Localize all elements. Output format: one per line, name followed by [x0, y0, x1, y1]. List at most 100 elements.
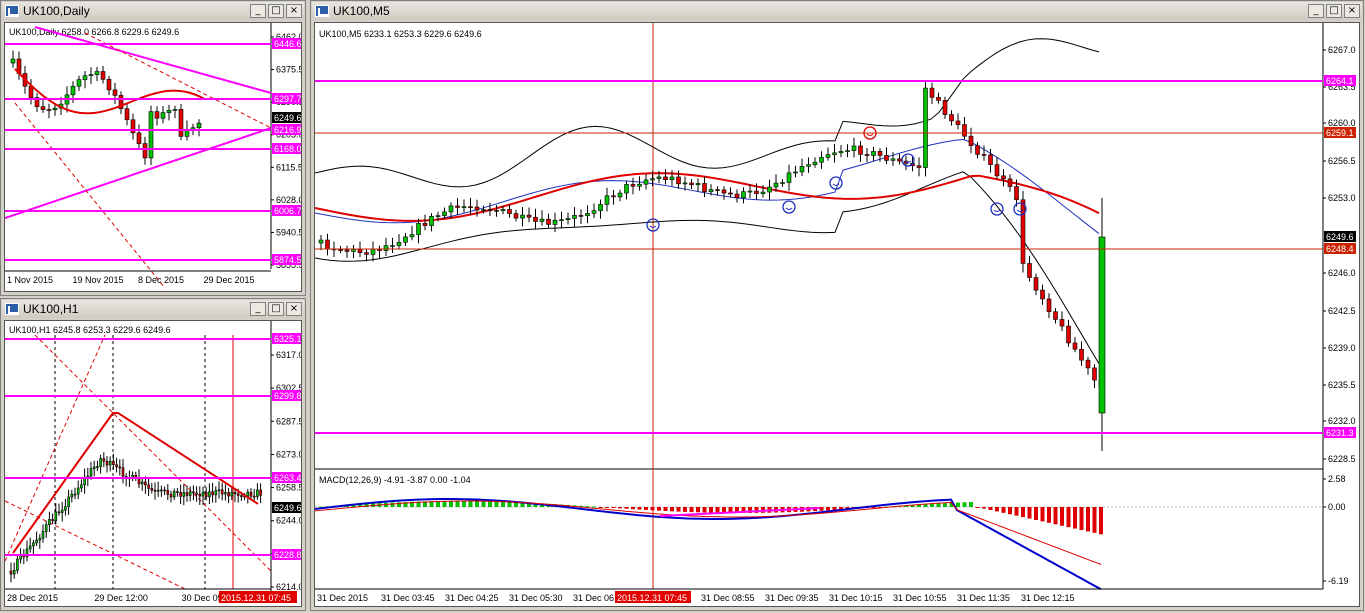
m5-candle: [409, 234, 415, 238]
restore-button[interactable]: □: [1326, 4, 1342, 18]
macd-histogram-bar: [982, 507, 986, 509]
m5-candle: [962, 124, 967, 137]
m5-candle: [955, 120, 961, 125]
daily-candle: [88, 74, 94, 77]
restore-button[interactable]: □: [268, 302, 284, 316]
daily-level-label: 6006.7: [274, 206, 302, 216]
restore-button[interactable]: □: [268, 4, 284, 18]
macd-main-line: [315, 498, 1102, 591]
m5-candle: [1053, 311, 1058, 320]
chart-window-icon: [5, 303, 19, 315]
smiley-marker-icon: [866, 133, 874, 136]
m5-chart-canvas[interactable]: UK100,M5 6233.1 6253.3 6229.6 6249.6 6267…: [315, 23, 1360, 607]
h1-titlebar[interactable]: UK100,H1 _ □ ×: [2, 300, 304, 318]
macd-histogram-bar: [754, 507, 759, 513]
daily-chart-area[interactable]: UK100,Daily 6258.0 6266.8 6229.6 6249.6 6…: [4, 22, 302, 292]
h1-price-label: 6302.5: [276, 383, 302, 393]
h1-candle: [211, 491, 214, 496]
macd-histogram-bar: [501, 501, 505, 507]
h1-candle: [236, 493, 240, 496]
m5-candle: [643, 179, 649, 185]
h1-price-label: 6244.0: [276, 516, 302, 526]
h1-price-label: 6214.0: [276, 582, 302, 592]
smiley-marker-icon: [993, 209, 1001, 212]
daily-level-label: 6216.9: [274, 125, 302, 135]
smiley-marker-icon: [1016, 209, 1024, 212]
h1-level-label: 6263.4: [274, 473, 302, 483]
h1-chart-area[interactable]: UK100,H1 6245.8 6253.3 6229.6 6249.6 6317…: [4, 320, 302, 607]
macd-histogram-bar: [1066, 507, 1071, 528]
m5-candle: [708, 189, 714, 193]
macd-histogram-bar: [826, 507, 830, 511]
daily-candle: [76, 79, 82, 87]
h1-candle: [188, 491, 192, 496]
macd-histogram-bar: [748, 507, 752, 513]
minimize-button[interactable]: _: [250, 4, 266, 18]
macd-histogram-bar: [1053, 507, 1058, 525]
minimize-button[interactable]: _: [1308, 4, 1324, 18]
macd-histogram-bar: [676, 507, 681, 512]
macd-histogram-bar: [397, 502, 401, 507]
minimize-button[interactable]: _: [250, 302, 266, 316]
close-button[interactable]: ×: [1344, 4, 1360, 18]
daily-price-label: 5940.5: [276, 227, 302, 237]
smiley-marker-icon: [901, 153, 915, 167]
daily-chart-window[interactable]: UK100,Daily _ □ × UK100,Daily 6258.0 626…: [0, 0, 306, 296]
m5-candle: [793, 171, 798, 174]
m5-candle: [611, 195, 616, 198]
h1-candle: [28, 545, 32, 550]
daily-candle: [40, 106, 46, 110]
m5-candle: [884, 155, 889, 161]
h1-time-highlight: 2015.12.31 07:45: [221, 593, 291, 603]
macd-histogram-bar: [1040, 507, 1045, 522]
h1-candle: [153, 489, 157, 492]
m5-candle: [487, 209, 493, 211]
m5-candle: [344, 249, 350, 252]
m5-candle: [812, 161, 818, 165]
h1-channel-line: [34, 334, 272, 572]
m5-chart-area[interactable]: UK100,M5 6233.1 6253.3 6229.6 6249.6 6267…: [314, 22, 1360, 607]
m5-chart-window[interactable]: UK100,M5 _ □ × UK100,M5 6233.1 6253.3 62…: [310, 0, 1364, 611]
h1-candle: [182, 492, 186, 497]
macd-histogram-bar: [689, 507, 694, 513]
h1-candle: [176, 491, 179, 493]
daily-chart-canvas[interactable]: UK100,Daily 6258.0 6266.8 6229.6 6249.6 6…: [5, 23, 302, 292]
close-button[interactable]: ×: [286, 4, 302, 18]
h1-candle: [147, 484, 150, 489]
h1-candle: [108, 460, 112, 466]
m5-candle: [1040, 289, 1045, 300]
m5-time-label: 31 Dec 12:15: [1021, 593, 1075, 603]
h1-price-label: 6287.5: [276, 416, 302, 426]
h1-candle: [163, 489, 166, 492]
daily-titlebar[interactable]: UK100,Daily _ □ ×: [2, 2, 304, 20]
macd-histogram-bar: [358, 504, 362, 507]
macd-histogram-bar: [741, 507, 746, 513]
m5-candle: [1072, 342, 1078, 350]
h1-time-label: 28 Dec 2015: [7, 593, 58, 603]
m5-candle: [370, 248, 376, 255]
h1-chart-window[interactable]: UK100,H1 _ □ × UK100,H1 6245.8 6253.3 62…: [0, 298, 306, 611]
m5-level-label: 6249.6: [1326, 232, 1354, 242]
m5-price-label: 6267.0: [1328, 45, 1356, 55]
m5-candle: [1033, 277, 1039, 291]
h1-candle: [73, 493, 77, 496]
daily-candle: [196, 122, 202, 129]
m5-titlebar[interactable]: UK100,M5 _ □ ×: [312, 2, 1362, 20]
macd-histogram-bar: [670, 507, 674, 512]
macd-histogram-bar: [611, 507, 616, 508]
h1-candle: [233, 492, 237, 495]
daily-level-label: 6168.0: [274, 144, 302, 154]
m5-bollinger-lower: [315, 171, 1100, 365]
h1-candle: [160, 489, 163, 492]
macd-signal-line: [315, 500, 1102, 565]
h1-candle: [70, 493, 74, 498]
h1-candle: [259, 489, 262, 496]
h1-chart-canvas[interactable]: UK100,H1 6245.8 6253.3 6229.6 6249.6 6317…: [5, 321, 302, 607]
m5-candle: [455, 205, 460, 208]
close-button[interactable]: ×: [286, 302, 302, 316]
m5-candle: [578, 215, 584, 217]
daily-level-tag: [272, 124, 301, 135]
h1-time-highlight-box: [218, 591, 297, 603]
h1-candle: [192, 491, 195, 494]
m5-time-label: 31 Dec 08:55: [701, 593, 755, 603]
